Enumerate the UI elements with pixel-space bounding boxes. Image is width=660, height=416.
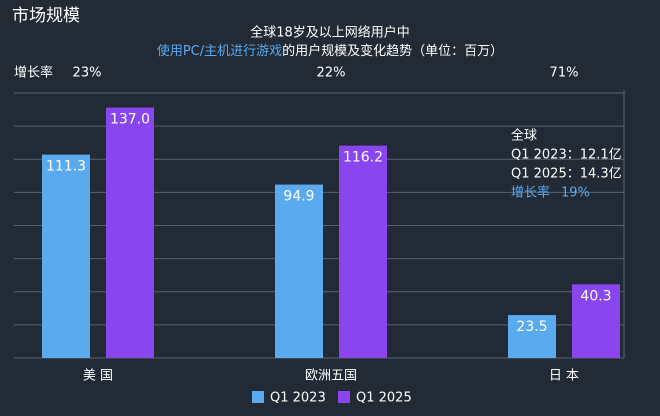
annotation-line: 全球 <box>511 128 537 144</box>
annotation-growth-value: 19% <box>561 186 590 201</box>
subtitle-rest: 的用户规模及变化趋势（单位：百万） <box>282 43 503 59</box>
legend-swatch <box>338 391 350 403</box>
value-label: 23.5 <box>516 319 547 335</box>
x-tick-label: 美 国 <box>83 369 113 384</box>
legend-label: Q1 2023 <box>270 391 326 406</box>
value-label: 116.2 <box>343 150 383 166</box>
growth-value: 71% <box>550 66 579 81</box>
growth-label: 增长率 <box>14 65 53 81</box>
bar <box>339 145 387 358</box>
subtitle: 全球18岁及以上网络用户中 <box>250 25 410 41</box>
x-tick-label: 日 本 <box>549 369 579 384</box>
growth-value: 22% <box>317 66 346 81</box>
bar <box>508 315 556 358</box>
legend-label: Q1 2025 <box>356 391 412 406</box>
subtitle: 使用PC/主机进行游戏的用户规模及变化趋势（单位：百万） <box>157 43 503 59</box>
bar <box>275 184 323 358</box>
subtitle-highlight: 使用PC/主机进行游戏 <box>157 43 282 59</box>
annotation-line: Q1 2025：14.3亿 <box>511 167 622 182</box>
annotation-growth-label: 增长率 <box>511 185 550 201</box>
legend-swatch <box>252 391 264 403</box>
chart-title: 市场规模 <box>12 6 80 26</box>
value-label: 40.3 <box>580 288 611 304</box>
value-label: 94.9 <box>283 189 314 205</box>
value-label: 111.3 <box>46 159 86 175</box>
bar <box>42 154 90 358</box>
growth-value: 23% <box>73 66 102 81</box>
x-tick-label: 欧洲五国 <box>305 369 357 384</box>
bar <box>572 284 620 358</box>
value-label: 137.0 <box>110 112 150 128</box>
bar <box>106 107 154 358</box>
annotation-line: Q1 2023：12.1亿 <box>511 148 622 163</box>
